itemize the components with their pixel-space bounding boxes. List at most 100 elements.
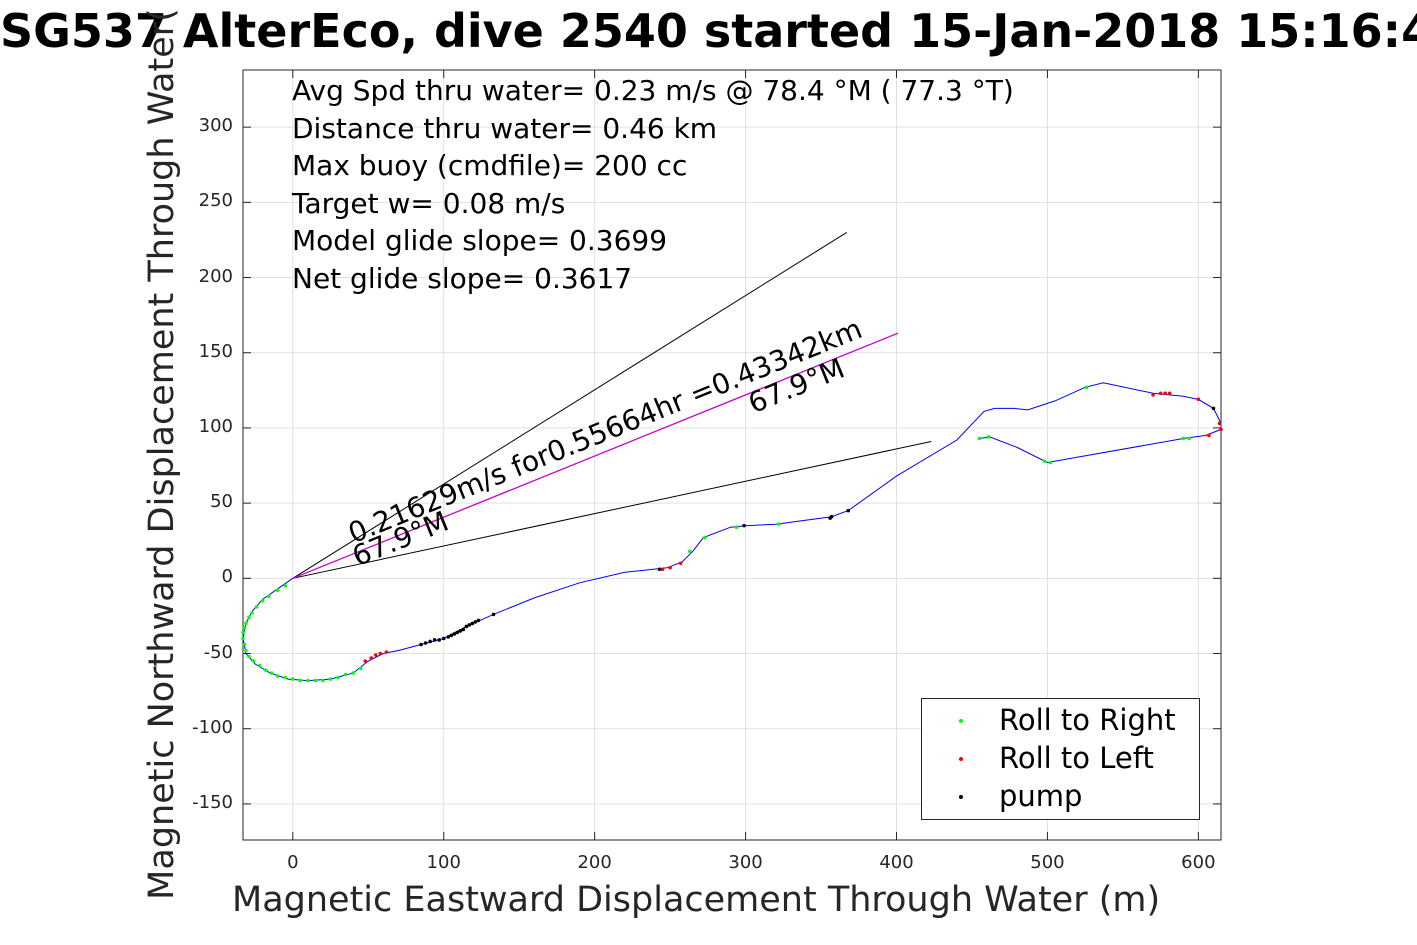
roll-right-point <box>250 611 254 615</box>
x-tick-label: 300 <box>728 852 763 873</box>
roll-left-point <box>374 653 378 657</box>
legend-marker-roll-right <box>959 719 963 723</box>
pump-point <box>446 635 451 639</box>
pump-point <box>455 630 460 635</box>
roll-right-point <box>328 677 333 681</box>
roll-left-point <box>1151 393 1155 397</box>
y-tick-label: 250 <box>198 190 233 212</box>
y-tick-label: 150 <box>198 340 233 362</box>
pump-point <box>1211 406 1216 411</box>
roll-right-point <box>247 654 251 659</box>
roll-right-point <box>275 588 280 593</box>
pump-point <box>473 620 478 624</box>
roll-left-point <box>678 561 683 566</box>
roll-right-point <box>251 659 256 663</box>
pump-point <box>829 514 834 519</box>
roll-left-point <box>369 656 374 660</box>
roll-right-point <box>283 584 288 588</box>
pump-point <box>452 632 457 636</box>
roll-right-point <box>244 621 248 626</box>
roll-right-point <box>734 525 739 529</box>
y-tick-label: -50 <box>203 641 233 663</box>
info-distance: Distance thru water= 0.46 km <box>292 111 718 145</box>
y-tick-label: 100 <box>198 415 233 437</box>
legend-item-roll-left: Roll to Left <box>922 739 1199 777</box>
roll-left-point <box>668 565 672 570</box>
pump-point <box>470 621 475 626</box>
pump-point <box>467 623 472 627</box>
info-net-glide-slope: Net glide slope= 0.3617 <box>292 261 633 295</box>
pump-point <box>657 567 662 572</box>
chart-title: SG537 AlterEco, dive 2540 started 15-Jan… <box>0 4 1417 58</box>
pump-point <box>428 639 432 644</box>
y-tick-label: -150 <box>192 791 233 813</box>
roll-left-point <box>384 650 389 654</box>
y-tick-label: 50 <box>210 491 233 513</box>
roll-right-point <box>275 674 280 678</box>
roll-right-point <box>321 678 325 683</box>
current-vector-line <box>292 332 899 579</box>
x-tick-label: 400 <box>879 852 914 873</box>
roll-left-point <box>1158 391 1163 396</box>
pump-point <box>423 641 428 645</box>
roll-right-point <box>283 675 288 680</box>
legend-label-roll-right: Roll to Right <box>999 703 1176 737</box>
legend-marker-roll-left <box>959 757 963 761</box>
y-tick-label: 300 <box>198 115 233 137</box>
pump-point <box>449 633 454 638</box>
y-tick-label: 200 <box>198 265 233 287</box>
legend-item-roll-right: Roll to Right <box>922 701 1199 739</box>
legend-marker-pump <box>959 795 963 799</box>
roll-right-point <box>703 535 707 540</box>
roll-left-point <box>1196 397 1201 402</box>
roll-right-point <box>776 522 781 526</box>
plot-frame <box>242 69 1222 841</box>
roll-right-point <box>263 668 268 672</box>
roll-right-point <box>247 615 251 620</box>
x-axis-label: Magnetic Eastward Displacement Through W… <box>232 880 1161 920</box>
roll-right-point <box>241 636 245 641</box>
roll-right-point <box>266 594 271 599</box>
x-tick-label: 500 <box>1030 852 1065 873</box>
legend-label-roll-left: Roll to Left <box>999 741 1154 775</box>
roll-right-point <box>986 435 991 439</box>
roll-right-point <box>254 605 259 609</box>
roll-left-point <box>363 659 368 663</box>
pump-point <box>846 508 851 513</box>
pump-point <box>432 638 437 642</box>
roll-left-point <box>1217 421 1222 426</box>
pump-point <box>437 638 442 642</box>
roll-right-point <box>1048 460 1053 465</box>
glide-cone-line <box>292 440 932 579</box>
legend: Roll to Right Roll to Left pump <box>921 698 1200 820</box>
roll-left-point <box>1207 433 1211 438</box>
x-tick-label: 600 <box>1181 852 1216 873</box>
info-avg-speed: Avg Spd thru water= 0.23 m/s @ 78.4 °M (… <box>292 74 1014 107</box>
pump-point <box>464 624 469 629</box>
pump-point <box>441 636 446 641</box>
roll-right-point <box>1187 436 1192 441</box>
y-axis-label: Magnetic Northward Displacement Through … <box>142 8 182 900</box>
roll-right-point <box>242 642 247 647</box>
roll-right-point <box>241 630 245 635</box>
legend-label-pump: pump <box>999 779 1083 813</box>
info-max-buoy: Max buoy (cmdfile)= 200 cc <box>292 149 688 183</box>
roll-right-point <box>351 671 355 675</box>
roll-right-point <box>269 671 274 675</box>
legend-item-pump: pump <box>922 777 1199 815</box>
roll-left-point <box>1163 391 1167 396</box>
roll-left-point <box>1167 391 1172 396</box>
roll-right-point <box>977 436 982 441</box>
roll-right-point <box>306 678 310 683</box>
roll-right-point <box>1042 459 1047 463</box>
roll-right-point <box>1084 385 1089 390</box>
roll-right-point <box>260 599 265 603</box>
roll-right-point <box>242 626 247 630</box>
x-tick-label: 100 <box>426 852 461 873</box>
roll-left-point <box>378 651 383 656</box>
pump-point <box>461 627 466 632</box>
info-target-w: Target w= 0.08 m/s <box>292 186 566 220</box>
y-tick-label: 0 <box>221 566 233 588</box>
roll-right-point <box>687 549 692 554</box>
